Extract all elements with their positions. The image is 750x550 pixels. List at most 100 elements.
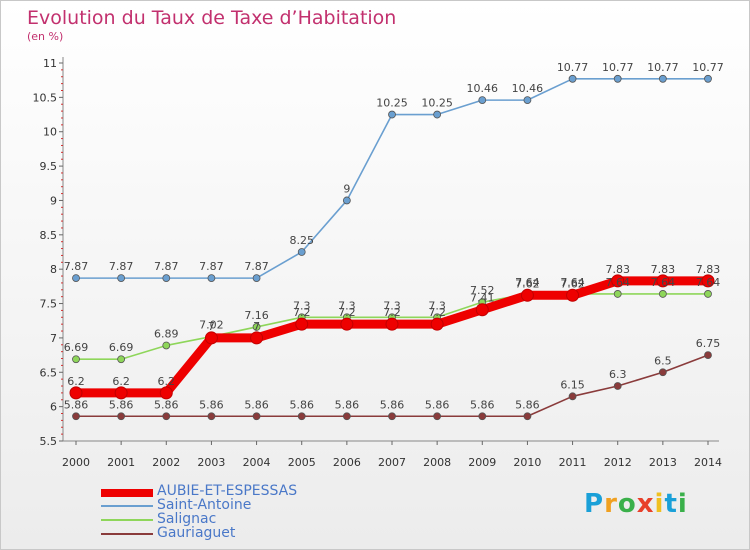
data-point [250, 331, 264, 345]
x-tick-label: 2001 [107, 456, 135, 469]
data-label: 6.2 [112, 375, 130, 388]
data-label: 7.64 [651, 276, 676, 289]
data-label: 9 [343, 182, 350, 195]
data-label: 6.2 [158, 375, 176, 388]
proxiti-logo: Proxiti [584, 489, 688, 519]
data-point [207, 412, 216, 421]
data-label: 7.2 [293, 306, 311, 319]
data-point [658, 368, 667, 377]
data-point [342, 196, 351, 205]
data-label: 10.77 [557, 61, 589, 74]
data-label: 7.87 [154, 260, 179, 273]
logo-letter: i [677, 489, 688, 519]
data-point [523, 96, 532, 105]
data-label: 7.2 [338, 306, 356, 319]
data-point [613, 290, 622, 298]
data-label: 10.77 [692, 61, 724, 74]
legend-swatch-saint-antoine [101, 505, 153, 507]
x-tick-label: 2003 [197, 456, 225, 469]
data-label: 10.25 [376, 97, 408, 110]
data-point [568, 74, 577, 83]
data-point [162, 341, 171, 350]
data-label: 10.77 [602, 61, 634, 74]
data-label: 6.75 [696, 337, 721, 350]
y-tick-label: 8 [50, 263, 57, 276]
series-group [69, 274, 715, 400]
data-point [295, 317, 309, 331]
data-label: 7.64 [515, 276, 540, 289]
data-label: 5.86 [289, 398, 314, 411]
logo-letter: x [636, 489, 655, 519]
data-label: 5.86 [380, 398, 405, 411]
x-tick-label: 2011 [559, 456, 587, 469]
data-point [566, 288, 580, 302]
data-label: 7.3 [293, 299, 311, 312]
logo-letter: P [584, 489, 605, 519]
logo-letter: r [604, 489, 618, 519]
legend-label-salignac: Salignac [157, 511, 217, 527]
y-tick-label: 7.5 [40, 298, 58, 311]
data-point [701, 274, 715, 288]
data-label: 5.86 [199, 398, 224, 411]
data-point [207, 274, 216, 283]
data-label: 7.52 [470, 284, 495, 297]
data-label: 7.16 [244, 309, 269, 322]
data-label: 10.77 [647, 61, 679, 74]
data-point [704, 351, 712, 359]
data-point [478, 412, 487, 421]
series-group [72, 351, 712, 421]
data-label: 7 [253, 320, 260, 333]
data-label: 6.5 [654, 354, 672, 367]
data-point [433, 110, 442, 119]
y-tick-label: 6.5 [40, 366, 58, 379]
data-label: 10.46 [467, 82, 499, 95]
data-point [297, 412, 306, 421]
data-point [117, 412, 126, 421]
data-label: 5.86 [515, 398, 540, 411]
y-tick-label: 10.5 [33, 91, 58, 104]
data-point [117, 355, 126, 364]
data-label: 7.3 [428, 299, 446, 312]
data-label: 7.41 [470, 292, 495, 305]
logo-letter: t [664, 489, 678, 519]
data-label: 10.46 [512, 82, 544, 95]
data-point [340, 317, 354, 331]
data-point [342, 412, 351, 421]
legend-swatch-gauriaguet [101, 533, 153, 535]
data-label: 7.3 [383, 299, 401, 312]
data-label: 5.86 [425, 398, 450, 411]
data-point [252, 323, 261, 331]
data-point [658, 74, 667, 83]
legend-label-saint-antoine: Saint-Antoine [157, 497, 252, 513]
data-label: 7.87 [244, 260, 269, 273]
data-label: 7.83 [696, 263, 721, 276]
y-tick-label: 9 [50, 194, 57, 207]
data-point [611, 274, 625, 288]
data-point [117, 274, 126, 283]
data-point [475, 303, 489, 317]
x-tick-label: 2007 [378, 456, 406, 469]
data-label: 6.2 [67, 375, 85, 388]
data-point [658, 290, 667, 298]
data-label: 5.86 [64, 398, 89, 411]
data-point [114, 386, 128, 400]
data-label: 6.69 [109, 341, 134, 354]
data-point [72, 412, 80, 421]
data-point [297, 248, 306, 256]
y-tick-label: 5.5 [40, 435, 58, 448]
data-point [388, 110, 396, 119]
data-label: 6.15 [560, 378, 585, 391]
data-label: 7.83 [605, 263, 630, 276]
data-point [388, 412, 396, 421]
x-tick-label: 2013 [649, 456, 677, 469]
y-tick-label: 6 [50, 401, 57, 414]
data-label: 7.64 [605, 276, 630, 289]
data-point [252, 412, 261, 421]
data-label: 7.87 [199, 260, 224, 273]
legend-swatch-aubie [101, 489, 153, 497]
data-label: 5.86 [154, 398, 179, 411]
x-tick-label: 2009 [468, 456, 496, 469]
x-tick-label: 2002 [152, 456, 180, 469]
data-label: 5.86 [335, 398, 360, 411]
